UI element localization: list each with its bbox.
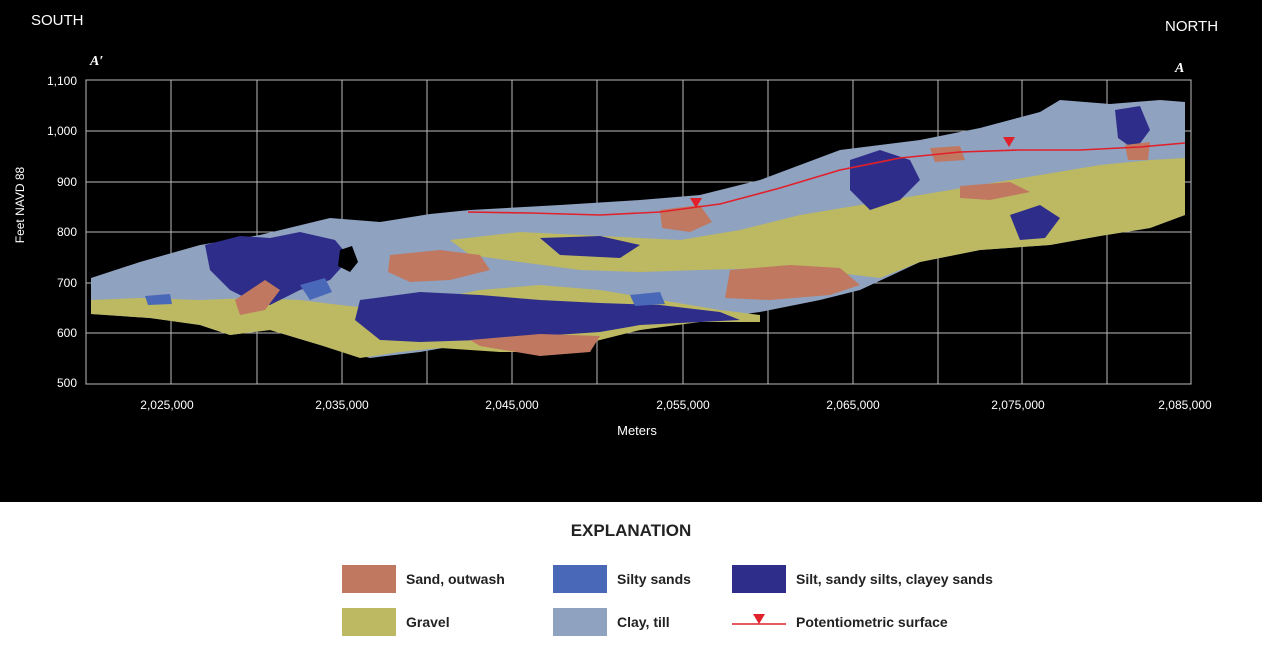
cross-section-svg xyxy=(85,79,1192,385)
sand-body-7 xyxy=(235,280,280,315)
sand-body-8 xyxy=(960,182,1030,200)
silt-body-6 xyxy=(1010,205,1060,240)
x-tick-label: 2,025,000 xyxy=(140,398,194,412)
x-axis-label: Meters xyxy=(617,423,657,438)
legend-label: Clay, till xyxy=(617,614,670,630)
legend-item-clay-till: Clay, till xyxy=(553,608,670,636)
y-tick-label: 600 xyxy=(56,326,77,340)
north-direction-label: NORTH xyxy=(1165,18,1219,35)
sand-body-4 xyxy=(660,205,712,232)
sand-body-3 xyxy=(725,265,860,300)
section-gap xyxy=(338,246,358,272)
silty-sands-body-1 xyxy=(300,278,332,300)
legend-item-potentiometric-surface: Potentiometric surface xyxy=(732,608,948,636)
legend-label: Silty sands xyxy=(617,571,691,587)
silty-sands-body-3 xyxy=(145,294,172,305)
sand-body-6 xyxy=(1125,142,1150,160)
south-direction-label: SOUTH xyxy=(31,12,84,29)
gravel-swatch xyxy=(342,608,396,636)
legend-label: Potentiometric surface xyxy=(796,614,948,630)
legend-label: Sand, outwash xyxy=(406,571,505,587)
x-tick-label: 2,055,000 xyxy=(656,398,710,412)
potentiometric-surface-symbol xyxy=(732,608,786,636)
x-tick-label: 2,045,000 xyxy=(485,398,539,412)
y-tick-label: 900 xyxy=(56,175,77,189)
well-marker-1 xyxy=(690,198,702,208)
silty-sands-body-2 xyxy=(630,292,665,306)
y-tick-label: 1,000 xyxy=(46,124,77,138)
legend-item-sand-outwash: Sand, outwash xyxy=(342,565,505,593)
sand-body-1 xyxy=(470,334,600,356)
sand-outwash-swatch xyxy=(342,565,396,593)
y-tick-label: 500 xyxy=(56,376,77,390)
potentiometric-surface-line xyxy=(467,142,1186,216)
y-tick-label: 800 xyxy=(56,225,77,239)
explanation-title: EXPLANATION xyxy=(570,521,692,540)
cross-section-figure: SOUTH NORTH A′ A Feet NAVD 88 1,100 1,00… xyxy=(0,0,1262,502)
x-tick-label: 2,085,000 xyxy=(1158,398,1212,412)
x-tick-label: 2,035,000 xyxy=(315,398,369,412)
silt-body-5 xyxy=(540,236,640,258)
x-tick-label: 2,075,000 xyxy=(991,398,1045,412)
legend-item-gravel: Gravel xyxy=(342,608,450,636)
clay-till-swatch xyxy=(553,608,607,636)
legend-item-silt: Silt, sandy silts, clayey sands xyxy=(732,565,993,593)
silt-body-4 xyxy=(1115,106,1150,150)
legend-label: Silt, sandy silts, clayey sands xyxy=(796,571,993,587)
legend-label: Gravel xyxy=(406,614,450,630)
well-marker-2 xyxy=(1003,137,1015,147)
silt-body-2 xyxy=(205,232,350,305)
section-end-left-label: A′ xyxy=(90,54,104,69)
x-tick-label: 2,065,000 xyxy=(826,398,880,412)
sand-body-2 xyxy=(388,250,490,282)
y-tick-label: 1,100 xyxy=(46,74,77,88)
section-end-right-label: A xyxy=(1175,61,1185,76)
y-tick-label: 700 xyxy=(56,276,77,290)
legend-item-silty-sands: Silty sands xyxy=(553,565,691,593)
silty-sands-swatch xyxy=(553,565,607,593)
silt-swatch xyxy=(732,565,786,593)
